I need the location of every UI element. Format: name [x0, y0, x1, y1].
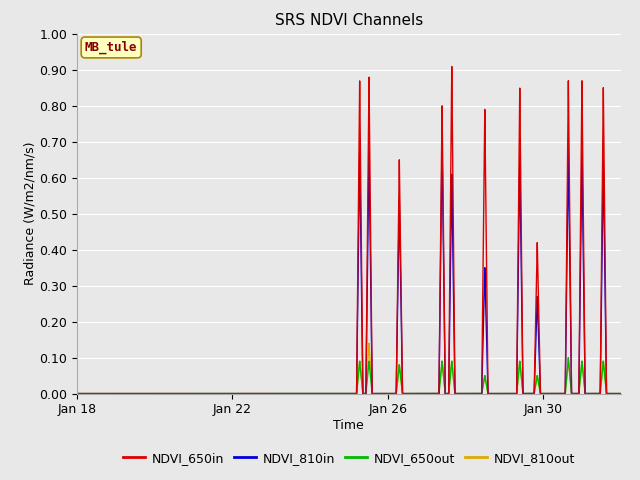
NDVI_810in — [73, 391, 81, 396]
NDVI_650out — [477, 391, 484, 396]
Legend: NDVI_650in, NDVI_810in, NDVI_650out, NDVI_810out: NDVI_650in, NDVI_810in, NDVI_650out, NDV… — [118, 447, 580, 469]
NDVI_650in — [368, 374, 376, 380]
NDVI_650out — [564, 355, 572, 360]
NDVI_650in — [204, 391, 211, 396]
Title: SRS NDVI Channels: SRS NDVI Channels — [275, 13, 423, 28]
X-axis label: Time: Time — [333, 419, 364, 432]
NDVI_810in — [204, 391, 211, 396]
Line: NDVI_810in: NDVI_810in — [77, 142, 621, 394]
NDVI_810in — [110, 391, 118, 396]
Text: MB_tule: MB_tule — [85, 41, 138, 54]
NDVI_810out — [365, 340, 373, 346]
NDVI_810out — [282, 391, 289, 396]
NDVI_650in — [477, 391, 484, 396]
NDVI_810out — [617, 391, 625, 396]
NDVI_650out — [401, 391, 408, 396]
Line: NDVI_810out: NDVI_810out — [77, 343, 621, 394]
NDVI_810out — [368, 388, 376, 394]
Line: NDVI_650in: NDVI_650in — [77, 66, 621, 394]
Line: NDVI_650out: NDVI_650out — [77, 358, 621, 394]
NDVI_810out — [110, 391, 118, 396]
NDVI_810in — [401, 391, 408, 396]
NDVI_650in — [617, 391, 625, 396]
NDVI_810out — [204, 391, 211, 396]
NDVI_650in — [282, 391, 289, 396]
NDVI_650out — [368, 389, 376, 395]
NDVI_810out — [401, 391, 408, 396]
NDVI_650in — [448, 63, 456, 69]
NDVI_810in — [477, 391, 484, 396]
NDVI_810out — [477, 391, 484, 396]
NDVI_650out — [110, 391, 118, 396]
NDVI_650in — [110, 391, 118, 396]
Y-axis label: Radiance (W/m2/nm/s): Radiance (W/m2/nm/s) — [23, 142, 36, 285]
NDVI_810in — [617, 391, 625, 396]
NDVI_810out — [73, 391, 81, 396]
NDVI_650out — [204, 391, 211, 396]
NDVI_650out — [282, 391, 289, 396]
NDVI_650out — [617, 391, 625, 396]
NDVI_810in — [438, 139, 446, 144]
NDVI_810in — [368, 378, 376, 384]
NDVI_650in — [73, 391, 81, 396]
NDVI_810in — [282, 391, 289, 396]
NDVI_650out — [73, 391, 81, 396]
NDVI_650in — [401, 391, 408, 396]
